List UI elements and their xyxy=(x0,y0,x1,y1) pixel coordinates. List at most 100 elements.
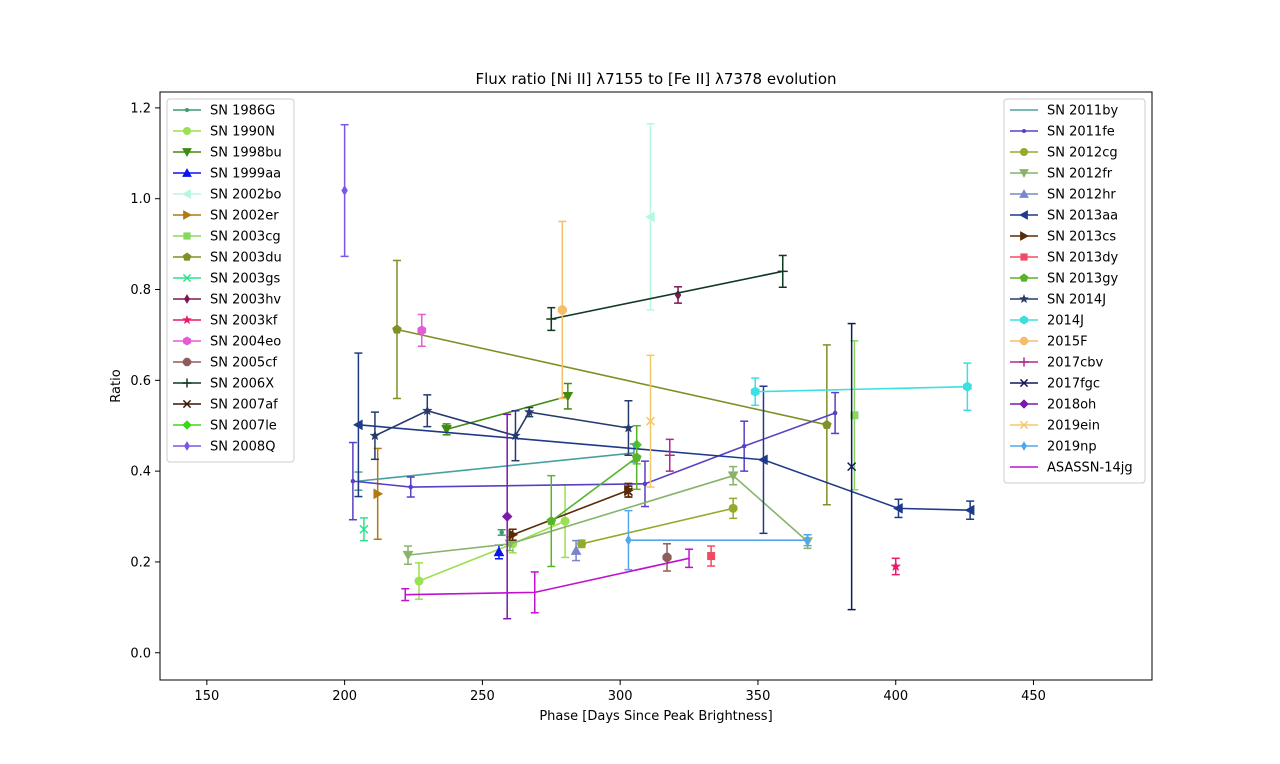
data-point-sn-1999aa-0 xyxy=(493,546,505,557)
x-axis: 150 200 250 300 350 400 450 xyxy=(194,680,1046,704)
legend-marker-sn-2012cg xyxy=(1019,147,1029,157)
data-point-sn-2011fe-0 xyxy=(350,478,356,484)
legend-marker-sn-2012hr xyxy=(1019,188,1029,198)
series-sn-2005cf xyxy=(662,543,672,572)
data-point-sn-2014j-4 xyxy=(622,422,634,433)
data-point-sn-1990n-0 xyxy=(414,576,424,586)
series-sn-2012hr xyxy=(570,539,582,562)
data-point-sn-2003kf-0 xyxy=(890,560,902,572)
legend-item-sn-1990n: SN 1990N xyxy=(173,125,275,140)
data-point-sn-2014j-3 xyxy=(523,406,535,417)
legend-item-sn-2002er: SN 2002er xyxy=(173,209,279,224)
data-point-2014j-0 xyxy=(750,386,760,397)
data-point-sn-2012hr-0 xyxy=(570,545,582,555)
series-sn-2013gy xyxy=(546,424,642,568)
legend-label-sn-2011by: SN 2011by xyxy=(1047,104,1118,119)
data-point-2019np-0 xyxy=(625,534,632,546)
legend-right: SN 2011by SN 2011fe SN 2012cg SN 2012fr SN 2… xyxy=(1003,98,1146,484)
legend-item-2014j: 2014J xyxy=(1010,314,1084,329)
series-line-sn-1998bu xyxy=(446,395,569,431)
legend-item-sn-2012cg: SN 2012cg xyxy=(1010,146,1118,161)
legend-label-sn-2006x: SN 2006X xyxy=(210,377,274,392)
legend-label-sn-1990n: SN 1990N xyxy=(210,125,275,140)
series-2014j xyxy=(750,362,972,412)
series-sn-2003gs xyxy=(359,517,369,542)
series-2015f xyxy=(557,220,567,400)
data-point-2017cbv-0 xyxy=(664,450,675,461)
series-2019np xyxy=(624,509,812,571)
series-2017cbv xyxy=(664,438,675,472)
series-sn-2013aa xyxy=(352,352,975,535)
series-2018oh xyxy=(501,413,513,620)
legend-label-sn-2003cg: SN 2003cg xyxy=(210,230,281,245)
error-bar-asassn-14jg-1 xyxy=(530,571,539,614)
legend-item-sn-1986g: SN 1986G xyxy=(173,104,275,119)
data-point-2019np-1 xyxy=(804,534,811,546)
data-point-sn-2013aa-3 xyxy=(964,504,975,516)
legend-item-sn-2013dy: SN 2013dy xyxy=(1010,251,1118,266)
legend-left: SN 1986G SN 1990N SN 1998bu SN 1999aa SN 200… xyxy=(166,98,295,463)
data-point-sn-2004eo-0 xyxy=(417,325,427,336)
series-line-2014j xyxy=(755,385,968,393)
legend-marker-2018oh xyxy=(1019,399,1029,409)
series-sn-2012cg xyxy=(577,497,738,549)
legend-label-sn-2004eo: SN 2004eo xyxy=(210,335,281,350)
legend-marker-sn-1999aa xyxy=(182,167,192,177)
legend-label-sn-1986g: SN 1986G xyxy=(210,104,275,119)
data-point-2019ein-0 xyxy=(645,416,656,426)
series-sn-2008q xyxy=(340,123,349,258)
legend-label-2018oh: 2018oh xyxy=(1047,398,1096,413)
legend-item-2017fgc: 2017fgc xyxy=(1010,377,1100,392)
y-tick-label-0.8: 0.8 xyxy=(130,283,151,298)
data-point-sn-2006x-1 xyxy=(777,266,788,277)
x-tick-label-150: 150 xyxy=(194,689,219,704)
data-point-sn-2013aa-0 xyxy=(352,419,363,431)
legend-item-2019np: 2019np xyxy=(1010,440,1097,455)
y-tick-label-0.4: 0.4 xyxy=(130,465,151,480)
data-point-2018oh-0 xyxy=(501,511,513,522)
x-axis-label: Phase [Days Since Peak Brightness] xyxy=(539,709,772,724)
legend-label-sn-2002bo: SN 2002bo xyxy=(210,188,281,203)
legend-marker-sn-2013cs xyxy=(1020,231,1030,241)
data-point-sn-2003du-1 xyxy=(822,419,832,429)
legend-left-frame xyxy=(166,98,295,463)
legend-item-2019ein: 2019ein xyxy=(1010,419,1100,434)
legend-label-sn-2014j: SN 2014J xyxy=(1047,293,1106,308)
y-tick-label-0.6: 0.6 xyxy=(130,374,151,389)
data-point-sn-2005cf-0 xyxy=(662,552,672,563)
legend-label-sn-2012cg: SN 2012cg xyxy=(1047,146,1118,161)
legend-label-sn-2003hv: SN 2003hv xyxy=(210,293,281,308)
legend-label-2019np: 2019np xyxy=(1047,440,1097,455)
data-point-sn-2013aa-2 xyxy=(892,502,903,514)
legend-item-sn-2006x: SN 2006X xyxy=(173,377,274,392)
legend-label-sn-2013aa: SN 2013aa xyxy=(1047,209,1118,224)
legend-item-2015f: 2015F xyxy=(1010,335,1088,350)
legend-item-sn-2013gy: SN 2013gy xyxy=(1010,272,1118,287)
legend-marker-sn-2013dy xyxy=(1020,253,1028,261)
data-point-sn-2006x-0 xyxy=(546,314,557,325)
legend-marker-sn-2007le xyxy=(182,420,192,430)
series-2019ein xyxy=(645,354,656,488)
x-tick-label-400: 400 xyxy=(883,689,908,704)
data-point-sn-2003gs-0 xyxy=(359,524,369,534)
data-point-sn-2011fe-3 xyxy=(741,443,747,449)
legend-marker-sn-2003cg xyxy=(183,232,191,240)
legend-label-sn-2007le: SN 2007le xyxy=(210,419,277,434)
legend-label-sn-2003du: SN 2003du xyxy=(210,251,282,266)
legend-marker-sn-2011fe xyxy=(1021,128,1027,134)
legend-item-sn-2012fr: SN 2012fr xyxy=(1010,167,1113,182)
y-tick-label-1.2: 1.2 xyxy=(130,101,151,116)
series-sn-2013dy xyxy=(707,545,716,567)
legend-marker-sn-1998bu xyxy=(182,148,192,158)
legend-label-sn-2005cf: SN 2005cf xyxy=(210,356,277,371)
legend-marker-2019np xyxy=(1021,441,1027,451)
legend-label-sn-1999aa: SN 1999aa xyxy=(210,167,281,182)
series-sn-2013cs xyxy=(508,482,634,541)
legend-label-2019ein: 2019ein xyxy=(1047,419,1100,434)
series-line-sn-2013cs xyxy=(512,489,629,536)
legend-marker-sn-1990n xyxy=(182,126,192,136)
legend-label-sn-2013dy: SN 2013dy xyxy=(1047,251,1118,266)
legend-marker-sn-2013aa xyxy=(1018,210,1028,220)
data-point-sn-1998bu-1 xyxy=(562,391,574,402)
legend-marker-sn-2008q xyxy=(184,441,190,451)
